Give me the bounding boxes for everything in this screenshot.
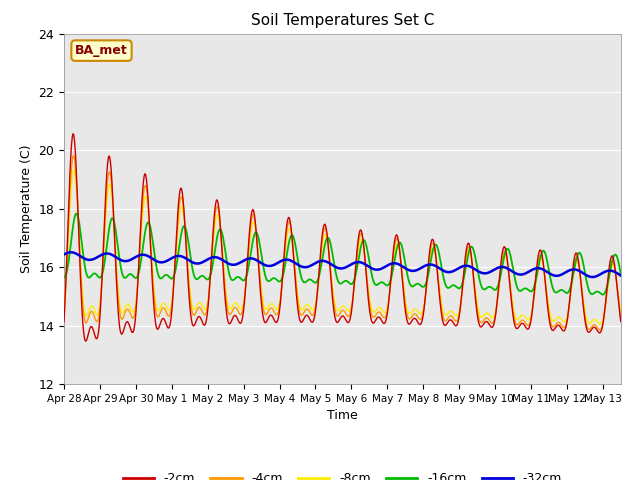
Legend: -2cm, -4cm, -8cm, -16cm, -32cm: -2cm, -4cm, -8cm, -16cm, -32cm (118, 467, 567, 480)
Text: BA_met: BA_met (75, 44, 128, 57)
X-axis label: Time: Time (327, 409, 358, 422)
Y-axis label: Soil Temperature (C): Soil Temperature (C) (20, 144, 33, 273)
Title: Soil Temperatures Set C: Soil Temperatures Set C (251, 13, 434, 28)
